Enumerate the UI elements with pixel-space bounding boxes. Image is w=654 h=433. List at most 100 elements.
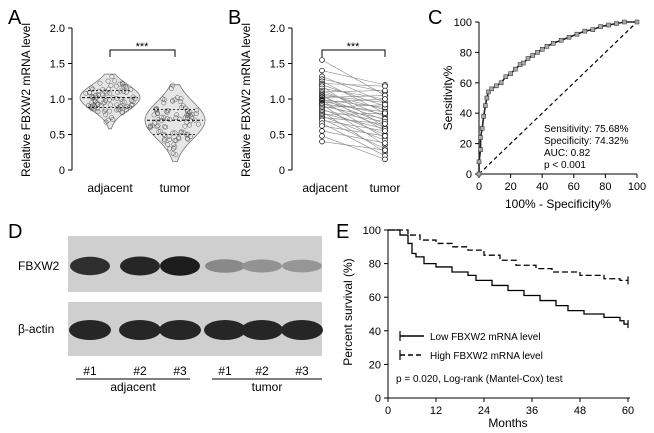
roc-point — [606, 22, 611, 28]
panel-a-significance-bracket — [109, 49, 176, 57]
panel-b-pair-line — [321, 105, 386, 120]
panel-c-y-tick-label: 60 — [460, 78, 472, 90]
panel-a-point — [170, 98, 176, 104]
panel-a-point — [182, 123, 188, 129]
panel-letter-d: D — [8, 221, 22, 243]
panel-b-pair-line — [321, 103, 386, 113]
panel-b-point-adjacent — [319, 67, 325, 74]
blot-group-label-adjacent: adjacent — [110, 380, 156, 394]
panel-a-point — [110, 116, 116, 122]
panel-a-point — [121, 83, 126, 89]
panel-a-significance-stars: *** — [136, 41, 150, 53]
blot-row-label-fbxw2: FBXW2 — [18, 259, 60, 273]
panel-a-point — [155, 111, 161, 117]
panel-a-point — [172, 137, 178, 143]
panel-b-point-tumor — [382, 87, 388, 94]
panel-a-point — [127, 104, 133, 110]
panel-c-x-label: 100% - Specificity% — [505, 197, 611, 211]
panel-a-point — [112, 78, 118, 84]
panel-a-point — [173, 152, 179, 158]
panel-a-point — [178, 96, 184, 102]
legend-label-high: High FBXW2 mRNA level — [430, 351, 543, 362]
survival-curve-high — [388, 229, 628, 282]
panel-b-y-tick-label: 0 — [279, 165, 285, 177]
panel-a-point — [156, 129, 162, 135]
blot-band-fbxw2 — [282, 259, 322, 273]
panel-a-point — [130, 99, 136, 105]
panel-a-point — [177, 99, 183, 105]
panel-a-point — [176, 136, 182, 142]
panel-c-x-tick-label: 20 — [504, 181, 516, 193]
panel-b-point-tumor — [382, 133, 388, 139]
panel-b-significance-stars: *** — [347, 41, 361, 53]
panel-a-point — [97, 80, 103, 86]
blot-band-actin — [69, 320, 111, 340]
panel-b-point-tumor — [382, 96, 388, 102]
panel-a-point — [109, 74, 115, 80]
panel-e-y-tick-label: 40 — [369, 326, 381, 338]
panel-a-point — [121, 99, 127, 105]
panel-c-reference-diagonal — [478, 21, 638, 175]
roc-point — [486, 89, 491, 95]
panel-a-x-label-adjacent: adjacent — [87, 181, 133, 195]
panel-b-point-adjacent — [319, 128, 325, 134]
panel-b-point-tumor — [382, 110, 388, 116]
panel-a-point — [147, 124, 153, 130]
panel-c-y-tick-label: 100 — [454, 17, 472, 29]
panel-b-point-adjacent — [319, 138, 325, 145]
panel-a-point — [167, 146, 173, 152]
panel-b-pair-line — [321, 78, 386, 93]
panel-b-pair-line — [321, 141, 386, 151]
panel-b-y-tick-label: 1.0 — [270, 94, 285, 106]
panel-a-point — [105, 117, 111, 123]
panel-a-y-label: Relative FBXW2 mRNA level — [19, 23, 33, 177]
panel-b-point-tumor — [382, 101, 388, 108]
panel-a-point — [92, 103, 97, 109]
blot-group-label-tumor: tumor — [252, 380, 283, 394]
panel-a-point — [168, 86, 174, 92]
roc-point — [530, 53, 535, 58]
panel-a-point — [184, 135, 190, 141]
panel-a-point — [105, 78, 111, 84]
panel-c-y-tick-label: 20 — [460, 139, 472, 151]
panel-b-point-tumor — [382, 121, 388, 127]
legend-label-low: Low FBXW2 mRNA level — [430, 332, 541, 343]
panel-b-pair-line — [321, 95, 386, 98]
panel-a-point — [153, 106, 159, 112]
panel-b-pair-line — [321, 115, 386, 141]
blot-band-actin — [241, 320, 283, 340]
panel-a-point — [121, 89, 127, 95]
panel-a-point — [165, 141, 171, 147]
blot-lane-label: #2 — [255, 364, 269, 378]
panel-a-point — [152, 120, 158, 126]
panel-b-pair-line — [321, 112, 386, 115]
blot-row-label-actin: β-actin — [18, 322, 54, 336]
roc-point — [535, 50, 540, 55]
blot-lane-label: #3 — [173, 364, 187, 378]
roc-point — [582, 28, 588, 34]
panel-a-point — [161, 138, 167, 144]
panel-b-pair-line — [321, 83, 386, 87]
panel-b-pair-line — [321, 111, 386, 153]
roc-point — [476, 171, 482, 177]
panel-a-y-tick-label: 2.0 — [50, 23, 65, 35]
roc-point — [574, 31, 580, 37]
panel-e-x-tick-label: 36 — [526, 405, 538, 417]
panel-a-point — [178, 130, 184, 136]
roc-point — [484, 95, 490, 101]
roc-point — [513, 66, 518, 72]
panel-b-point-tumor — [382, 128, 388, 134]
panel-a-point — [95, 109, 101, 114]
panel-b-pair-line — [321, 70, 386, 86]
panel-b-pair-line — [321, 93, 386, 110]
roc-point — [503, 74, 509, 79]
panel-a-point — [170, 82, 176, 88]
panel-b-pair-line — [321, 100, 386, 139]
panel-a-point — [90, 86, 96, 92]
panel-a-point — [167, 117, 173, 122]
panel-a-point — [184, 109, 190, 115]
panel-a-point — [113, 83, 119, 89]
panel-e-x-label: Months — [488, 416, 527, 430]
panel-b-pair-line — [321, 85, 386, 128]
